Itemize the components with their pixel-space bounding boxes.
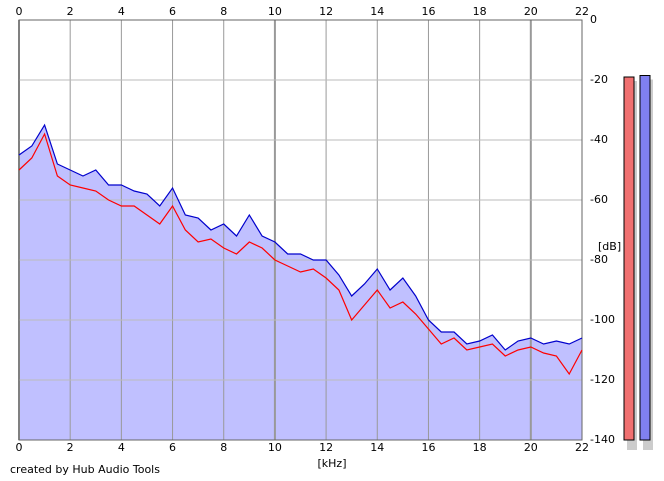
x-axis-label: [kHz] — [318, 457, 347, 470]
x-tick-label: 18 — [473, 441, 487, 454]
x-tick-label: 10 — [268, 441, 282, 454]
level-meter — [639, 75, 651, 441]
credit: created by Hub Audio Tools — [10, 463, 160, 476]
y-tick-label: -40 — [590, 133, 608, 146]
spectrum-line — [18, 123, 583, 351]
x-tick-label: 16 — [421, 5, 435, 18]
y-tick-label: -100 — [590, 313, 615, 326]
x-tick-label: 8 — [220, 5, 227, 18]
x-tick-label: 14 — [370, 441, 384, 454]
x-tick-label: 0 — [16, 5, 23, 18]
x-tick-label: 16 — [421, 441, 435, 454]
y-tick-label: -140 — [590, 433, 615, 446]
x-tick-label: 2 — [67, 5, 74, 18]
x-tick-label: 20 — [524, 441, 538, 454]
plot-frame — [18, 19, 583, 441]
x-tick-label: 4 — [118, 5, 125, 18]
y-tick-label: -120 — [590, 373, 615, 386]
spectrum-line — [18, 132, 583, 376]
y-tick-label: -20 — [590, 73, 608, 86]
x-tick-label: 20 — [524, 5, 538, 18]
y-axis-label: [dB] — [598, 240, 621, 253]
x-tick-label: 22 — [575, 5, 589, 18]
x-tick-label: 6 — [169, 441, 176, 454]
x-tick-label: 14 — [370, 5, 384, 18]
x-tick-label: 22 — [575, 441, 589, 454]
x-tick-label: 12 — [319, 441, 333, 454]
x-tick-label: 12 — [319, 5, 333, 18]
level-meter — [623, 76, 635, 441]
x-tick-label: 8 — [220, 441, 227, 454]
x-tick-label: 10 — [268, 5, 282, 18]
x-tick-label: 4 — [118, 441, 125, 454]
x-tick-label: 18 — [473, 5, 487, 18]
area-fill — [19, 125, 582, 440]
x-tick-label: 0 — [16, 441, 23, 454]
y-tick-label: -60 — [590, 193, 608, 206]
y-tick-label: -80 — [590, 253, 608, 266]
y-tick-label: 0 — [590, 13, 597, 26]
x-tick-label: 2 — [67, 441, 74, 454]
x-tick-label: 6 — [169, 5, 176, 18]
